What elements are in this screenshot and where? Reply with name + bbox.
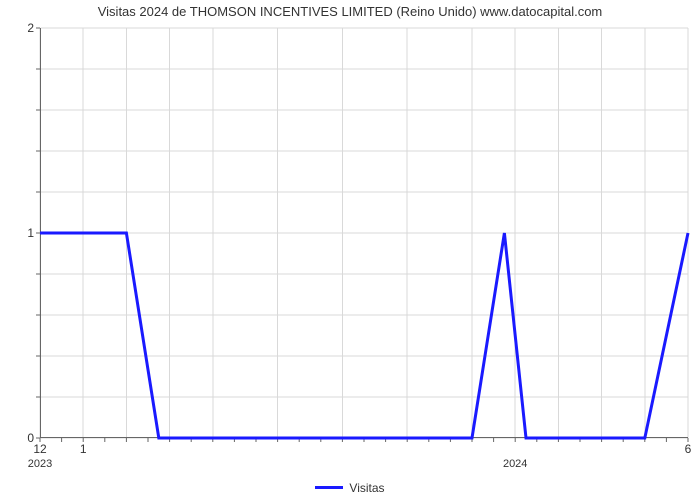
legend-label: Visitas	[349, 481, 384, 495]
legend-item-visitas: Visitas	[315, 481, 384, 495]
y-tick-label: 2	[27, 21, 40, 35]
legend-swatch	[315, 486, 343, 489]
plot-area: 012121620232024	[40, 28, 688, 438]
chart-svg	[40, 28, 688, 438]
legend: Visitas	[0, 478, 700, 495]
x-tick-label: 6	[685, 438, 692, 456]
y-tick-label: 1	[27, 226, 40, 240]
x-tick-sublabel: 2023	[28, 458, 52, 470]
chart-container: Visitas 2024 de THOMSON INCENTIVES LIMIT…	[0, 0, 700, 500]
x-tick-sublabel: 2024	[503, 458, 527, 470]
x-tick-label: 1	[80, 438, 87, 456]
x-tick-label: 12	[33, 438, 46, 456]
chart-title: Visitas 2024 de THOMSON INCENTIVES LIMIT…	[0, 4, 700, 19]
